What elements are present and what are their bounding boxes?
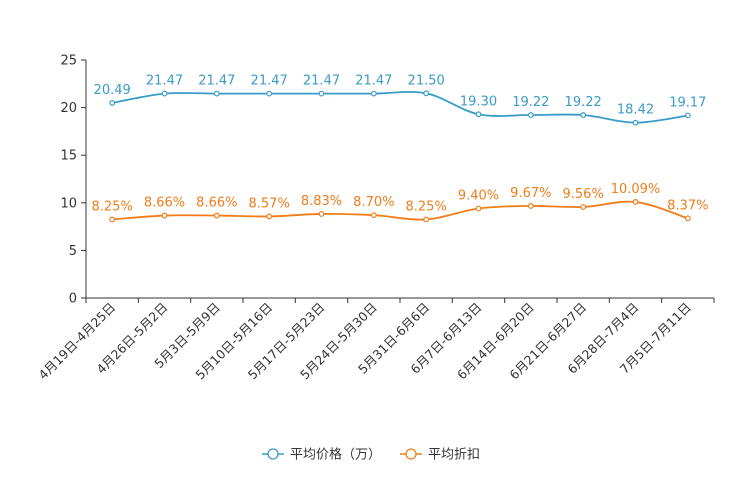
data-label: 8.25% <box>92 199 133 214</box>
data-label: 21.47 <box>198 74 235 89</box>
data-labels: 20.49 21.47 21.47 21.47 21.47 21.47 21.50 19.30… <box>92 73 709 214</box>
data-label: 21.47 <box>355 74 392 89</box>
data-label: 21.47 <box>303 74 340 89</box>
y-tick-label: 20 <box>60 101 77 116</box>
data-label: 8.37% <box>667 198 708 213</box>
data-label: 8.57% <box>249 196 290 211</box>
data-point <box>213 90 220 97</box>
data-point <box>580 112 587 118</box>
data-point <box>109 100 116 106</box>
data-point <box>580 204 587 210</box>
legend[interactable]: 平均价格（万） 平均折扣 <box>262 447 480 463</box>
data-point <box>266 90 273 97</box>
data-point <box>370 90 377 97</box>
data-point <box>475 111 482 118</box>
data-label: 21.47 <box>251 74 288 89</box>
data-point <box>370 212 377 219</box>
data-point <box>423 90 430 97</box>
data-point <box>632 119 639 126</box>
data-label: 21.47 <box>146 74 183 89</box>
data-label: 19.17 <box>669 96 706 111</box>
data-point <box>423 216 430 223</box>
data-label: 19.22 <box>512 95 549 110</box>
legend-item-2[interactable]: 平均折扣 <box>400 448 480 463</box>
data-point <box>684 112 691 119</box>
legend-label: 平均折扣 <box>428 448 480 463</box>
y-tick-label: 5 <box>69 244 77 259</box>
data-label: 8.66% <box>144 196 185 211</box>
data-point <box>527 112 534 118</box>
data-label: 19.22 <box>565 95 602 110</box>
data-label: 8.70% <box>353 195 394 210</box>
data-label: 20.49 <box>94 83 131 98</box>
data-point <box>684 215 691 222</box>
y-tick-label: 15 <box>60 149 77 164</box>
data-label: 8.66% <box>196 196 237 211</box>
data-label: 8.83% <box>301 194 342 209</box>
data-point <box>213 212 220 219</box>
data-label: 18.42 <box>617 103 654 118</box>
data-point <box>109 216 116 223</box>
y-tick-label: 10 <box>60 196 77 211</box>
data-point <box>475 205 482 212</box>
data-label: 9.67% <box>510 186 551 201</box>
data-label: 9.56% <box>563 187 604 202</box>
data-label: 10.09% <box>611 182 661 197</box>
legend-marker <box>405 448 417 460</box>
legend-item-1[interactable]: 平均价格（万） <box>262 447 381 463</box>
data-label: 8.25% <box>406 199 447 214</box>
data-point <box>161 212 168 219</box>
data-point <box>527 203 534 209</box>
data-point <box>266 213 273 220</box>
series-lines <box>109 90 691 223</box>
y-tick-label: 0 <box>69 292 77 307</box>
series-line-1 <box>112 90 688 124</box>
data-label: 21.50 <box>408 73 445 88</box>
series-line-2 <box>112 200 689 221</box>
data-point <box>632 199 639 205</box>
data-point <box>318 211 325 217</box>
data-point <box>318 90 325 97</box>
data-label: 9.40% <box>458 189 499 204</box>
data-label: 19.30 <box>460 94 497 109</box>
y-tick-label: 25 <box>60 54 77 69</box>
legend-marker <box>267 448 279 460</box>
data-point <box>161 90 168 97</box>
legend-label: 平均价格（万） <box>290 447 381 463</box>
